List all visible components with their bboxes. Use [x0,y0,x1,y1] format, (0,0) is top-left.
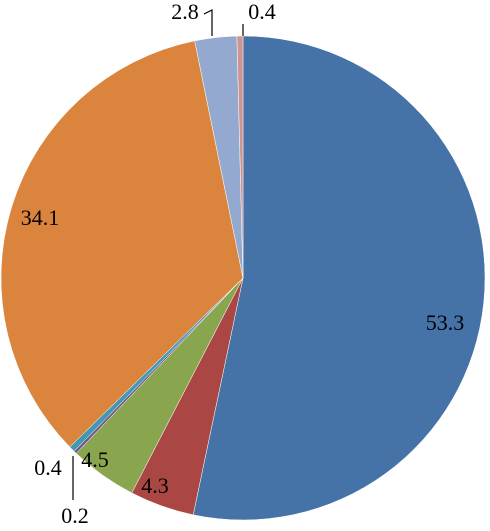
data-label: 0.2 [61,503,89,528]
data-label: 53.3 [426,310,465,335]
pie-slice [192,35,486,521]
pie-slice [0,40,244,448]
data-label: 4.3 [141,473,169,498]
data-label: 2.8 [171,0,199,24]
data-label: 34.1 [21,205,60,230]
data-label: 0.4 [248,0,276,24]
data-label: 0.4 [34,455,62,480]
leader-line [203,9,213,36]
data-label: 4.5 [81,447,109,472]
